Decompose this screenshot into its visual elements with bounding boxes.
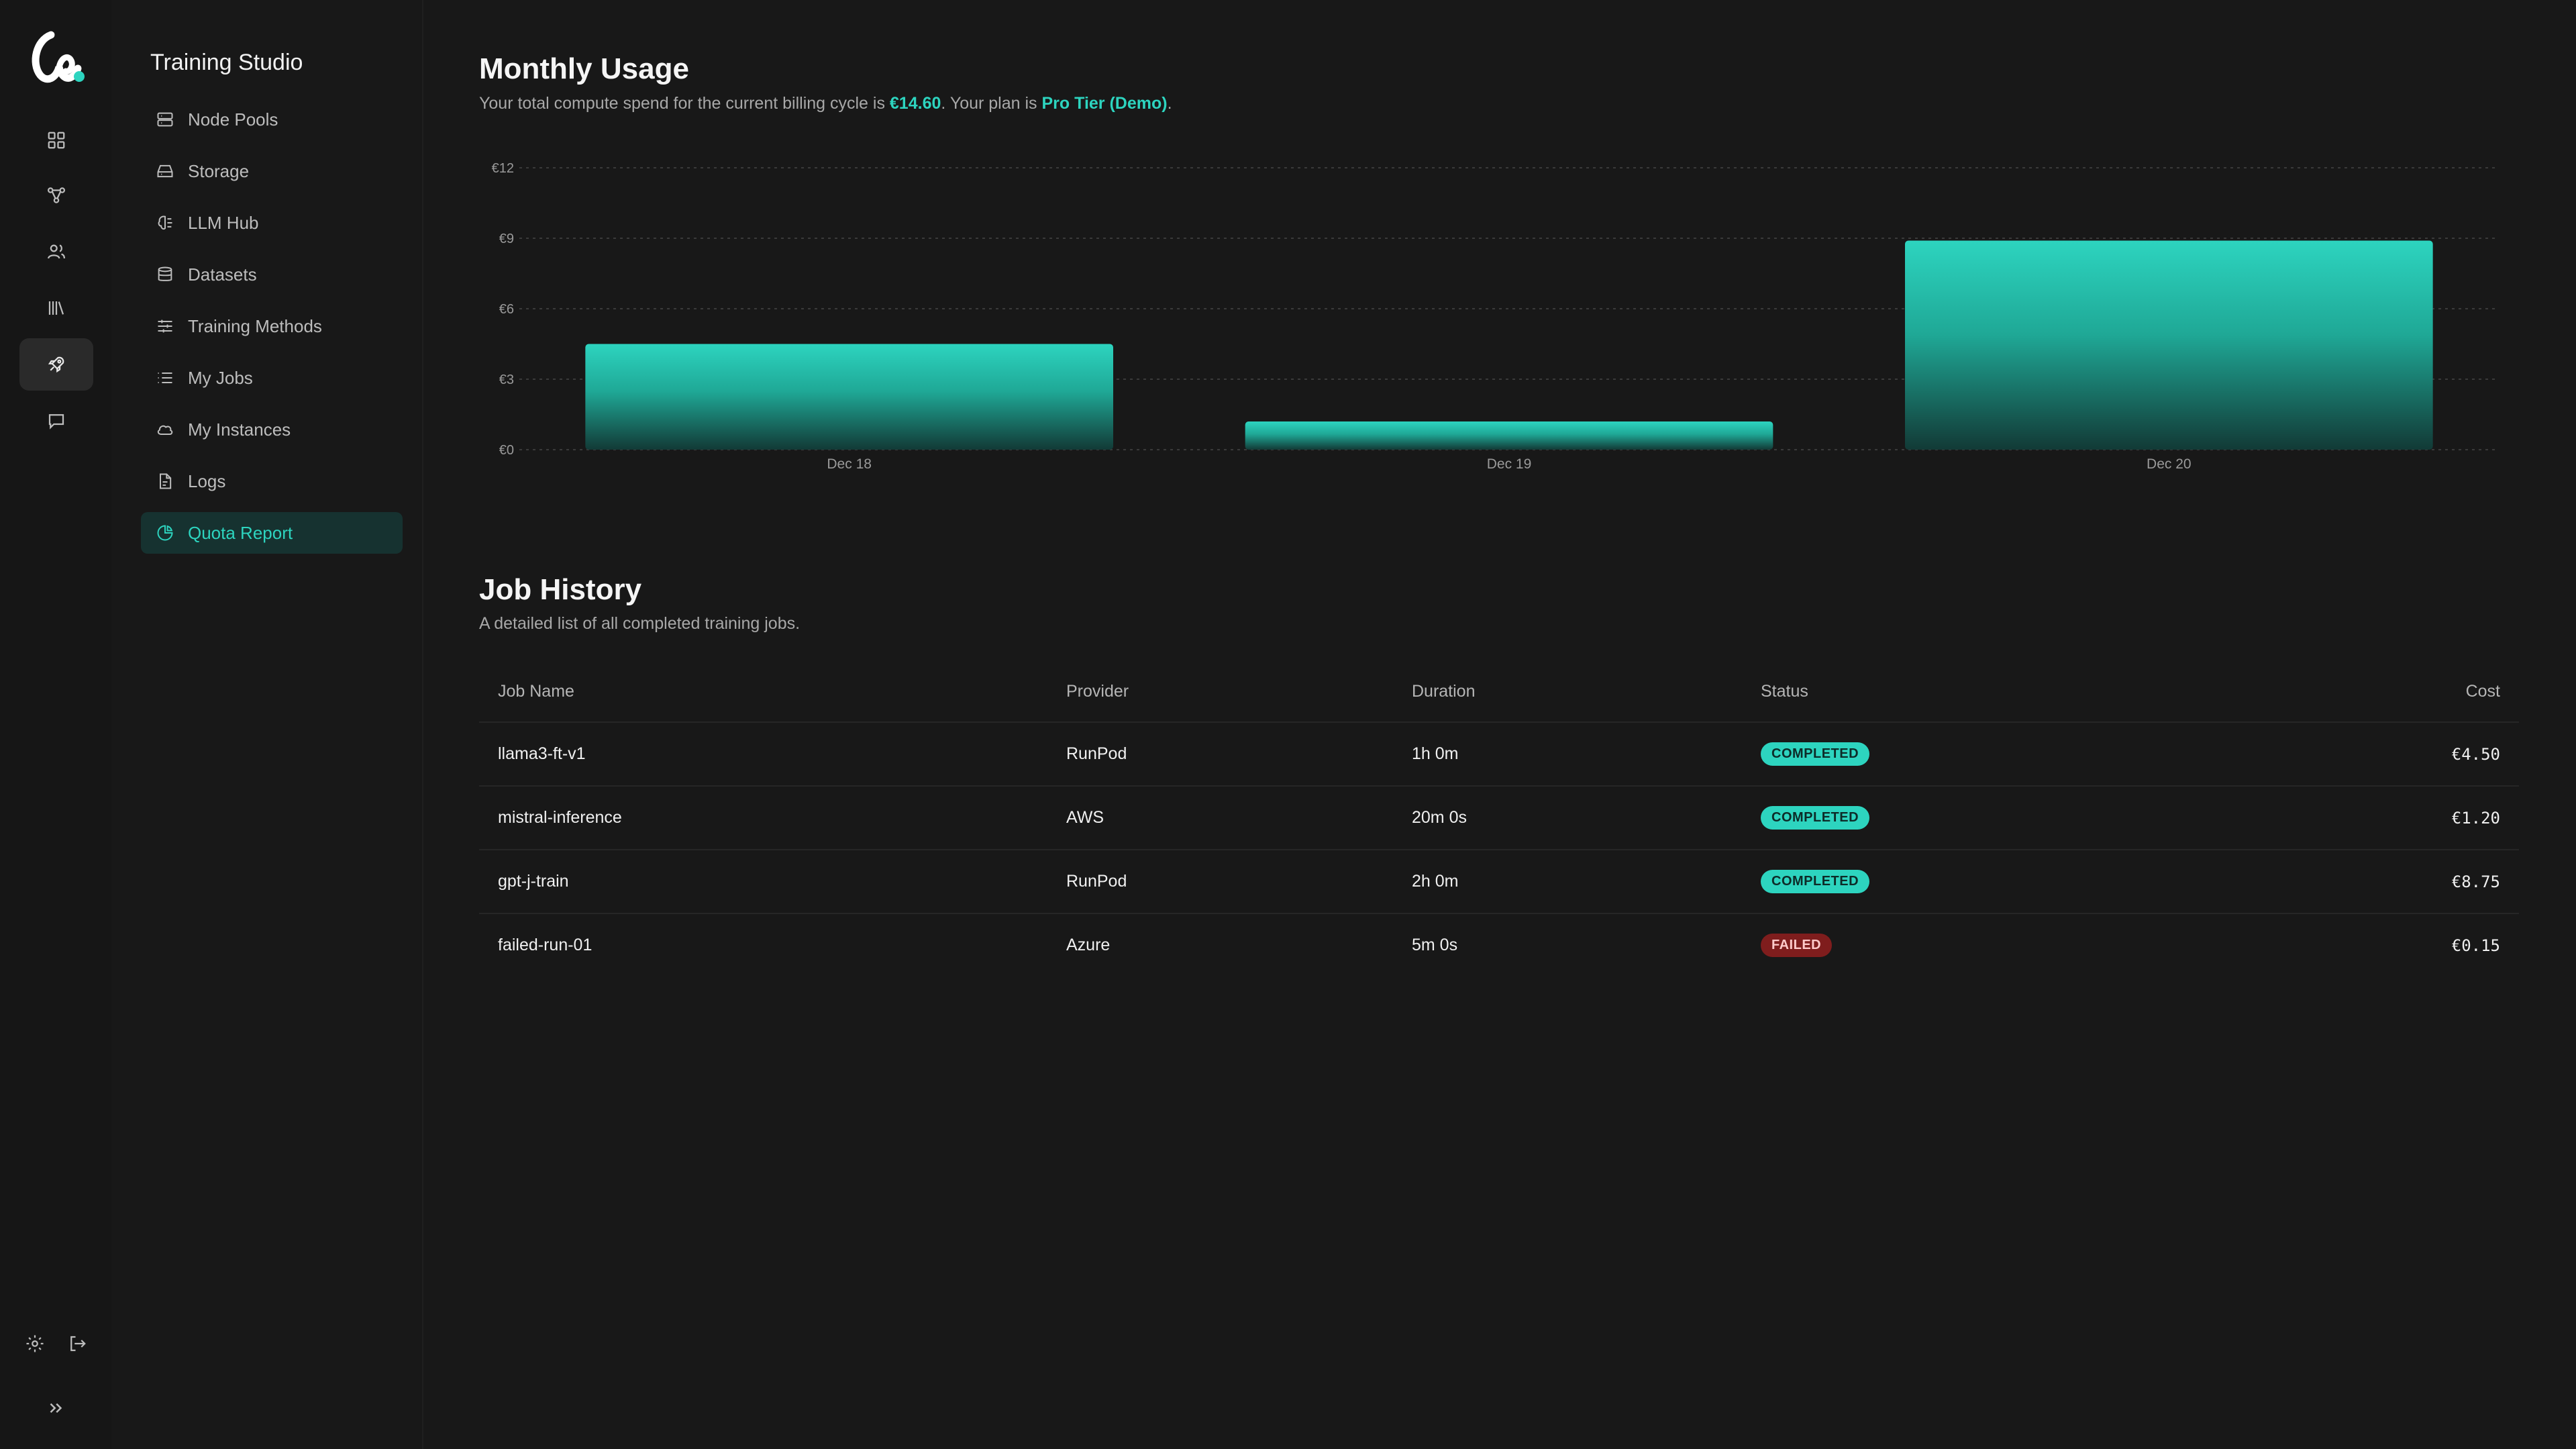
pie-icon <box>156 523 174 542</box>
rail-nodes-button[interactable] <box>19 169 93 221</box>
nav-item-training-methods[interactable]: Training Methods <box>141 305 403 347</box>
job-duration: 2h 0m <box>1412 872 1459 891</box>
nav-item-label: Quota Report <box>188 522 293 543</box>
page-title: Monthly Usage <box>479 52 689 85</box>
column-header-cost[interactable]: Cost <box>2465 681 2500 701</box>
column-header-status[interactable]: Status <box>1761 681 1808 701</box>
plan-name: Pro Tier (Demo) <box>1041 94 1168 113</box>
x-tick-label: Dec 18 <box>827 456 872 472</box>
nav-item-storage[interactable]: Storage <box>141 150 403 192</box>
table-row[interactable]: gpt-j-train RunPod 2h 0m COMPLETED €8.75 <box>479 850 2519 914</box>
job-provider: AWS <box>1066 808 1104 827</box>
x-tick-label: Dec 20 <box>2147 456 2192 472</box>
usage-summary: Your total compute spend for the current… <box>479 94 1172 113</box>
job-history-title: Job History <box>479 573 642 606</box>
nav-item-label: My Instances <box>188 419 291 440</box>
table-header: Job Name Provider Duration Status Cost <box>479 661 2519 723</box>
job-cost: €1.20 <box>2451 808 2500 828</box>
rocket-icon <box>48 356 64 373</box>
database-icon <box>156 265 174 284</box>
nav-item-node-pools[interactable]: Node Pools <box>141 99 403 140</box>
nav-item-llm-hub[interactable]: LLM Hub <box>141 202 403 244</box>
job-name: failed-run-01 <box>498 936 593 954</box>
chart-bar-dec-18[interactable] <box>585 344 1113 450</box>
job-provider: RunPod <box>1066 744 1127 763</box>
settings-button[interactable] <box>15 1323 55 1364</box>
file-icon <box>156 472 174 491</box>
y-tick-label: €12 <box>492 161 514 176</box>
job-duration: 5m 0s <box>1412 936 1458 954</box>
job-duration: 20m 0s <box>1412 808 1467 827</box>
chart-bar-dec-19[interactable] <box>1245 421 1773 450</box>
rail-library-button[interactable] <box>19 282 93 334</box>
cloud-icon <box>156 420 174 439</box>
y-tick-label: €3 <box>499 372 514 387</box>
y-tick-label: €6 <box>499 302 514 317</box>
job-cost: €0.15 <box>2451 936 2500 955</box>
job-history-table: Job Name Provider Duration Status Cost l… <box>479 661 2519 977</box>
chart-bar-dec-20[interactable] <box>1905 240 2433 450</box>
drive-icon <box>156 162 174 181</box>
job-duration: 1h 0m <box>1412 744 1459 763</box>
y-tick-label: €9 <box>499 232 514 246</box>
rail-users-button[interactable] <box>19 226 93 278</box>
app-logo[interactable] <box>24 26 89 90</box>
nodes-icon <box>48 187 65 203</box>
column-header-job-name[interactable]: Job Name <box>498 681 574 701</box>
y-tick-label: €0 <box>499 443 514 458</box>
nav-item-label: Storage <box>188 160 250 181</box>
usage-bar-chart: €0 €3 €6 €9 €12 Dec 18 Dec 19 Dec 20 <box>492 161 2499 472</box>
table-row[interactable]: llama3-ft-v1 RunPod 1h 0m COMPLETED €4.5… <box>479 723 2519 787</box>
job-provider: RunPod <box>1066 872 1127 891</box>
nav-item-label: My Jobs <box>188 367 253 388</box>
table-row[interactable]: failed-run-01 Azure 5m 0s FAILED €0.15 <box>479 914 2519 977</box>
expand-sidebar-button[interactable] <box>36 1388 76 1428</box>
rail-dashboard-button[interactable] <box>19 114 93 166</box>
rail-training-button[interactable] <box>19 338 93 391</box>
job-cost: €8.75 <box>2451 872 2500 891</box>
nav-item-my-jobs[interactable]: My Jobs <box>141 357 403 399</box>
table-row[interactable]: mistral-inference AWS 20m 0s COMPLETED €… <box>479 787 2519 850</box>
column-header-duration[interactable]: Duration <box>1412 681 1476 701</box>
status-badge: COMPLETED <box>1761 806 1870 830</box>
job-cost: €4.50 <box>2451 744 2500 764</box>
nav-item-datasets[interactable]: Datasets <box>141 254 403 295</box>
job-name: mistral-inference <box>498 808 622 827</box>
job-name: llama3-ft-v1 <box>498 744 586 763</box>
list-icon <box>156 368 174 387</box>
x-tick-label: Dec 19 <box>1487 456 1532 472</box>
job-history-subtitle: A detailed list of all completed trainin… <box>479 614 801 633</box>
nav-title: Training Studio <box>150 50 303 75</box>
nav-item-logs[interactable]: Logs <box>141 460 403 502</box>
nav-item-label: LLM Hub <box>188 212 259 233</box>
users-icon <box>48 244 65 259</box>
chat-icon <box>48 414 64 430</box>
gear-icon <box>26 1335 44 1352</box>
status-badge: FAILED <box>1761 934 1833 957</box>
nav-item-quota-report[interactable]: Quota Report <box>141 512 403 554</box>
icon-rail <box>0 0 111 1449</box>
nav-item-my-instances[interactable]: My Instances <box>141 409 403 450</box>
nav-item-label: Datasets <box>188 264 257 285</box>
server-icon <box>156 110 174 129</box>
nav-item-label: Training Methods <box>188 315 322 336</box>
expand-icon <box>50 1403 62 1413</box>
usage-chart: €0 €3 €6 €9 €12 Dec 18 Dec 19 Dec 20 <box>479 148 2512 493</box>
status-badge: COMPLETED <box>1761 742 1870 766</box>
nav-item-label: Logs <box>188 470 226 491</box>
total-spend: €14.60 <box>889 94 941 113</box>
job-provider: Azure <box>1066 936 1111 954</box>
brain-icon <box>156 213 174 232</box>
job-name: gpt-j-train <box>498 872 569 891</box>
rail-chat-button[interactable] <box>19 395 93 447</box>
dashboard-icon <box>48 132 65 149</box>
sliders-icon <box>156 317 174 336</box>
nav-panel: Training Studio Node Pools Storage LLM H… <box>111 0 423 1449</box>
nav-item-label: Node Pools <box>188 109 278 130</box>
logout-icon <box>70 1336 86 1352</box>
logout-button[interactable] <box>57 1323 97 1364</box>
column-header-provider[interactable]: Provider <box>1066 681 1129 701</box>
library-icon <box>48 301 64 315</box>
status-badge: COMPLETED <box>1761 870 1870 893</box>
